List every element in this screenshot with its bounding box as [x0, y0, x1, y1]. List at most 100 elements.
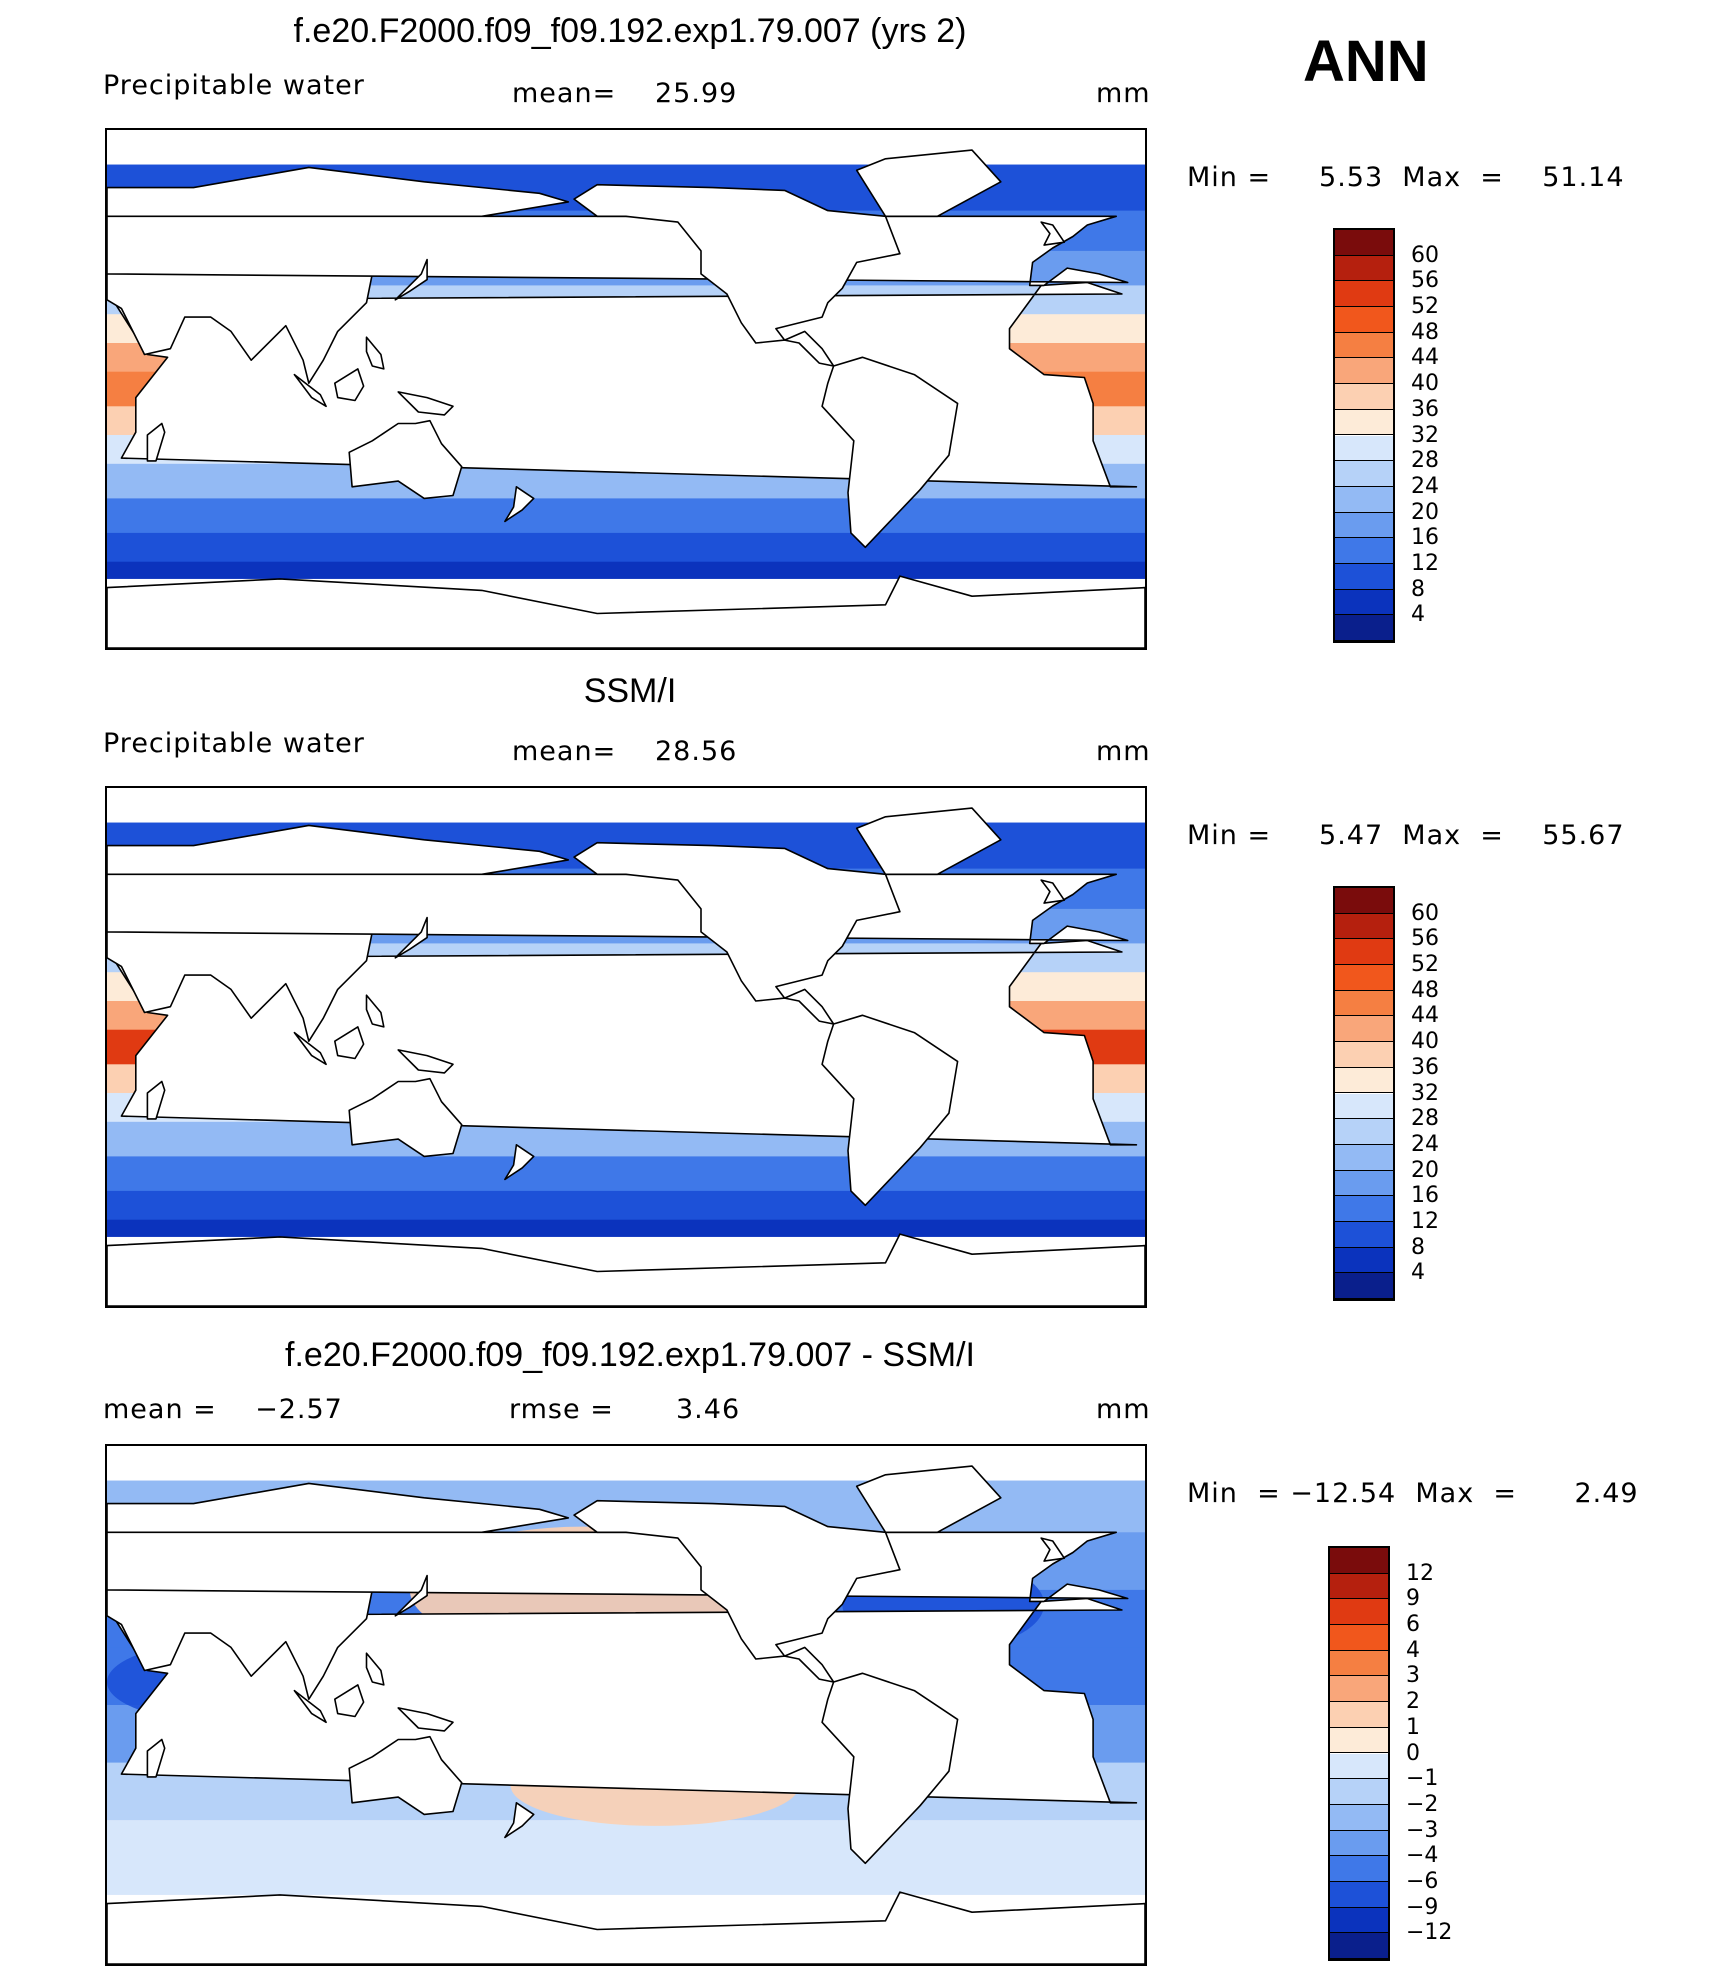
- colorbar-tick-label: 24: [1411, 1131, 1439, 1157]
- colorbar-tick-label: −9: [1406, 1894, 1439, 1920]
- colorbar-swatch: [1335, 1247, 1393, 1274]
- colorbar-tick-label: 6: [1406, 1612, 1420, 1638]
- field-band: [107, 498, 1145, 534]
- colorbar-tick-label: 32: [1411, 422, 1439, 448]
- missing-data: [107, 130, 1145, 165]
- colorbar-tick-label: 60: [1411, 242, 1439, 268]
- coastline-australia: [348, 1077, 463, 1158]
- colorbar-swatch: [1330, 1599, 1388, 1626]
- colorbar-tick-label: 40: [1411, 1029, 1439, 1055]
- colorbar-swatch: [1330, 1650, 1388, 1677]
- mean-value: 28.56: [655, 736, 738, 767]
- colorbar-swatch: [1335, 230, 1393, 256]
- units-label: mm: [1096, 736, 1151, 767]
- coastline-newguinea: [397, 391, 454, 416]
- minmax-text: Min = −12.54 Max = 2.49: [1187, 1478, 1639, 1509]
- colorbar-tick-label: 48: [1411, 319, 1439, 345]
- panel-title: f.e20.F2000.f09_f09.192.exp1.79.007 (yrs…: [293, 12, 967, 50]
- colorbar-tick-label: 4: [1411, 1260, 1425, 1286]
- minmax-text: Min = 5.47 Max = 55.67: [1187, 820, 1625, 851]
- coastline-borneo: [334, 1684, 365, 1718]
- colorbar-swatch: [1335, 563, 1393, 590]
- colorbar-tick-label: 9: [1406, 1586, 1420, 1612]
- colorbar-swatch: [1335, 461, 1393, 487]
- colorbar-swatch: [1335, 512, 1393, 539]
- coastline-sumatra: [293, 373, 327, 408]
- season-label: ANN: [1303, 29, 1429, 94]
- colorbar-tick-label: 8: [1411, 1234, 1425, 1260]
- panel-model: f.e20.F2000.f09_f09.192.exp1.79.007 (yrs…: [0, 0, 1710, 658]
- coastline-samerica: [821, 356, 959, 549]
- panel-obs: SSM/I Precipitable water mean= 28.56 mm …: [0, 658, 1710, 1316]
- colorbar-swatch: [1330, 1676, 1388, 1703]
- coastline-nz: [504, 485, 535, 523]
- map-plot: [105, 1444, 1147, 1966]
- map-svg: [107, 130, 1145, 648]
- coastline-uk: [1040, 221, 1066, 246]
- coastline-antarctica: [107, 575, 1145, 648]
- colorbar-tick-label: 40: [1411, 371, 1439, 397]
- colorbar-swatch: [1335, 255, 1393, 282]
- colorbar: 60 56 52 48 44 40 36 32 28 24 20 16 12 8 4: [1333, 886, 1439, 1301]
- colorbar-tick-label: 3: [1406, 1663, 1420, 1689]
- field-band: [107, 1820, 1145, 1879]
- colorbar-swatch: [1335, 358, 1393, 385]
- colorbar-tick-label: −2: [1406, 1791, 1439, 1817]
- colorbar-swatch: [1335, 589, 1393, 616]
- colorbar-swatch: [1335, 1170, 1393, 1197]
- colorbar-tick-label: 36: [1411, 396, 1439, 422]
- coastline-namerica: [573, 1499, 901, 1660]
- coastline-nz: [504, 1143, 535, 1181]
- coastline-newguinea: [397, 1049, 454, 1074]
- colorbar-swatch: [1330, 1907, 1388, 1934]
- colorbar-tick-label: 32: [1411, 1080, 1439, 1106]
- colorbar-swatch: [1335, 990, 1393, 1017]
- colorbar-swatch: [1330, 1573, 1388, 1600]
- colorbar-tick-label: 24: [1411, 473, 1439, 499]
- colorbar-tick-label: 52: [1411, 294, 1439, 320]
- colorbar-tick-label: 56: [1411, 268, 1439, 294]
- coastline-philippines: [365, 994, 385, 1028]
- colorbar-tick-label: 12: [1411, 550, 1439, 576]
- colorbar-swatch: [1335, 913, 1393, 940]
- coastline-europe-w: [107, 215, 1129, 287]
- coastline-europe-w: [107, 873, 1129, 945]
- colorbar-tick-label: 56: [1411, 926, 1439, 952]
- colorbar-swatch: [1335, 965, 1393, 991]
- coastline-namerica: [573, 841, 901, 1002]
- map-plot: [105, 786, 1147, 1308]
- rmse-label: rmse =: [509, 1394, 614, 1425]
- colorbar-swatch: [1335, 1221, 1393, 1248]
- colorbar-swatch: [1330, 1702, 1388, 1728]
- mean-value: 25.99: [655, 78, 738, 109]
- colorbar-tick-label: −3: [1406, 1817, 1439, 1843]
- colorbar-swatch: [1330, 1830, 1388, 1857]
- colorbar-tick-label: 44: [1411, 1003, 1439, 1029]
- map-plot: [105, 128, 1147, 650]
- coastline-madagascar: [146, 1738, 166, 1778]
- colorbar-swatch: [1330, 1856, 1388, 1882]
- colorbar-tick-label: 28: [1411, 1106, 1439, 1132]
- colorbar-tick-label: 16: [1411, 1183, 1439, 1209]
- coastline-philippines: [365, 336, 385, 370]
- missing-data: [107, 788, 1145, 823]
- units-label: mm: [1096, 1394, 1151, 1425]
- colorbar-tick-label: 1: [1406, 1714, 1420, 1740]
- coastline-samerica: [821, 1672, 959, 1865]
- colorbar-swatch: [1335, 615, 1393, 641]
- colorbar-tick-label: 28: [1411, 448, 1439, 474]
- colorbar-swatch: [1335, 1016, 1393, 1043]
- mean-label: mean=: [512, 736, 617, 767]
- coastline-europe-w: [107, 1531, 1129, 1603]
- colorbar-tick-label: 12: [1411, 1208, 1439, 1234]
- map-svg: [107, 1446, 1145, 1964]
- colorbar-swatch: [1335, 538, 1393, 564]
- colorbar-tick-label: 60: [1411, 900, 1439, 926]
- coastline-newguinea: [397, 1707, 454, 1732]
- colorbar-swatch: [1330, 1933, 1388, 1959]
- coastline-uk: [1040, 1537, 1066, 1562]
- coastline-australia: [348, 1735, 463, 1816]
- colorbar-swatch: [1330, 1753, 1388, 1780]
- colorbar-tick-label: 20: [1411, 499, 1439, 525]
- colorbar-tick-label: −6: [1406, 1868, 1439, 1894]
